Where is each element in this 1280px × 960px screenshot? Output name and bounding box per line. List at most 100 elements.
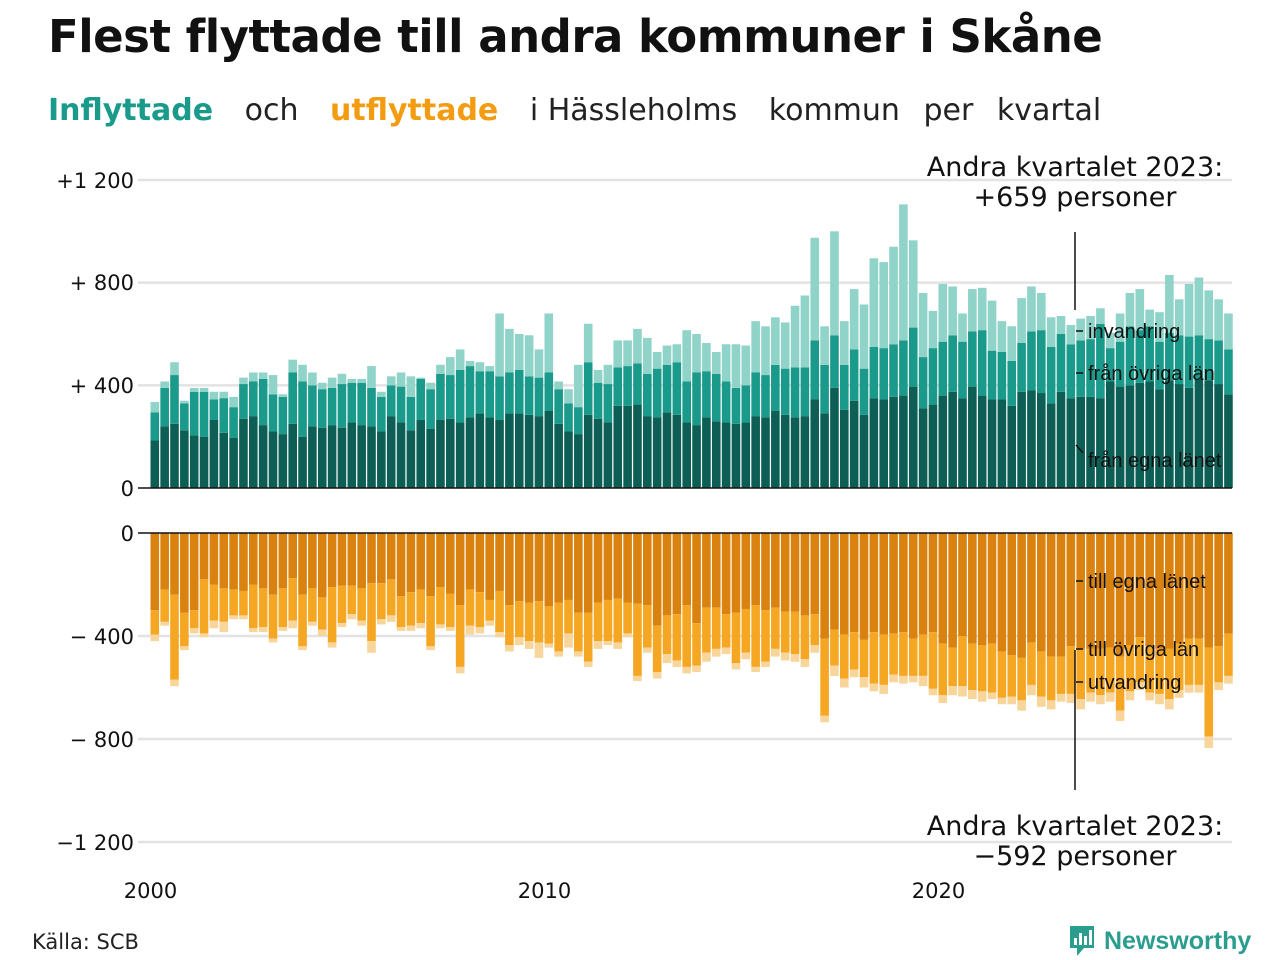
bar-in-egna <box>1194 378 1204 488</box>
bar-out-utvandring <box>534 642 544 658</box>
bar-in-ovriga <box>485 371 494 418</box>
bar-out-utvandring <box>987 692 997 700</box>
bar-out-egna <box>278 533 288 589</box>
bar-out-utvandring <box>170 679 179 687</box>
bar-in-ovriga <box>426 389 435 429</box>
bar-in-egna <box>840 409 849 488</box>
bar-out-utvandring <box>180 646 189 651</box>
label-fran-ovriga-lan: från övriga län <box>1088 363 1215 385</box>
bar-in-invandring <box>948 286 957 336</box>
bar-in-ovriga <box>189 391 199 436</box>
bar-out-egna <box>170 533 179 595</box>
bar-in-invandring <box>731 344 741 388</box>
bar-in-invandring <box>869 258 879 347</box>
bar-out-egna <box>475 533 485 593</box>
bar-in-ovriga <box>997 351 1007 400</box>
bar-out-egna <box>849 533 859 633</box>
bar-out-egna <box>416 533 426 590</box>
bar-out-utvandring <box>583 661 593 667</box>
bar-in-invandring <box>840 321 849 365</box>
bar-in-egna <box>278 434 288 488</box>
bar-out-egna <box>160 533 169 590</box>
y-tick-label-top: 0 <box>121 477 134 501</box>
bar-out-ovriga <box>1204 647 1214 737</box>
bar-out-ovriga <box>189 610 199 629</box>
bar-out-egna <box>209 533 219 585</box>
subtitle-rest: i Hässleholms <box>529 93 738 128</box>
bar-in-egna <box>918 408 928 488</box>
bar-out-egna <box>652 533 662 626</box>
bar-in-invandring <box>189 387 199 392</box>
bar-in-ovriga <box>278 396 288 435</box>
bar-out-utvandring <box>879 684 888 694</box>
bar-in-egna <box>761 417 770 488</box>
bar-out-utvandring <box>1145 692 1154 701</box>
bar-in-invandring <box>1214 299 1223 341</box>
bar-out-utvandring <box>1194 684 1204 693</box>
bar-out-ovriga <box>1027 642 1036 685</box>
bar-in-egna <box>1046 403 1056 488</box>
bar-in-ovriga <box>1145 326 1154 382</box>
bar-in-invandring <box>288 359 297 373</box>
bar-in-ovriga <box>711 373 721 422</box>
source-note: Källa: SCB <box>32 930 139 954</box>
bar-in-invandring <box>406 376 416 397</box>
bar-in-invandring <box>1017 298 1026 343</box>
bar-out-egna <box>908 533 918 639</box>
bar-in-invandring <box>150 402 160 413</box>
bar-out-utvandring <box>810 645 820 653</box>
bar-in-ovriga <box>1086 339 1095 397</box>
bar-in-invandring <box>1135 289 1145 331</box>
bar-out-utvandring <box>918 675 928 687</box>
bar-in-ovriga <box>800 367 810 417</box>
bar-out-egna <box>869 533 879 633</box>
bar-in-egna <box>534 416 544 488</box>
bar-in-egna <box>189 435 199 488</box>
bar-out-egna <box>662 533 672 616</box>
bar-in-egna <box>416 419 426 488</box>
bar-in-egna <box>1007 405 1017 488</box>
bar-out-egna <box>1066 533 1076 647</box>
bar-in-invandring <box>180 400 189 404</box>
bar-in-invandring <box>968 289 977 332</box>
bar-in-ovriga <box>160 387 169 427</box>
bar-out-egna <box>1165 533 1174 649</box>
bar-out-utvandring <box>347 614 357 620</box>
bar-out-utvandring <box>219 621 229 633</box>
bar-out-ovriga <box>278 588 288 627</box>
bar-out-egna <box>298 533 307 595</box>
bar-in-invandring <box>1066 325 1076 345</box>
bar-out-ovriga <box>672 614 682 661</box>
bar-in-egna <box>987 399 997 488</box>
bar-out-ovriga <box>485 599 494 621</box>
bar-in-ovriga <box>603 384 613 423</box>
bar-out-utvandring <box>938 695 948 703</box>
bar-in-invandring <box>958 313 967 342</box>
bar-out-utvandring <box>1135 682 1145 691</box>
label-utvandring: utvandring <box>1088 672 1181 694</box>
bar-in-ovriga <box>199 391 209 437</box>
x-tick-label: 2010 <box>518 879 571 903</box>
bar-out-egna <box>495 533 504 591</box>
bar-out-ovriga <box>613 598 623 643</box>
bar-out-utvandring <box>357 620 366 626</box>
label-till-ovriga-lan: till övriga län <box>1088 639 1199 661</box>
bar-out-egna <box>731 533 741 613</box>
bar-out-utvandring <box>268 638 278 643</box>
bar-out-egna <box>574 533 583 613</box>
bar-in-egna <box>889 396 898 488</box>
bar-out-ovriga <box>810 614 820 646</box>
bar-in-ovriga <box>810 340 820 400</box>
bar-out-egna <box>465 533 475 590</box>
bar-out-utvandring <box>150 634 160 642</box>
bar-out-ovriga <box>820 638 829 716</box>
bar-in-invandring <box>396 372 406 387</box>
bar-in-ovriga <box>1204 339 1214 381</box>
bar-out-egna <box>879 533 888 635</box>
bar-in-ovriga <box>741 385 751 423</box>
bar-out-ovriga <box>495 590 504 633</box>
bar-in-egna <box>820 413 829 488</box>
bar-out-utvandring <box>1184 684 1194 693</box>
bar-out-utvandring <box>849 669 859 678</box>
